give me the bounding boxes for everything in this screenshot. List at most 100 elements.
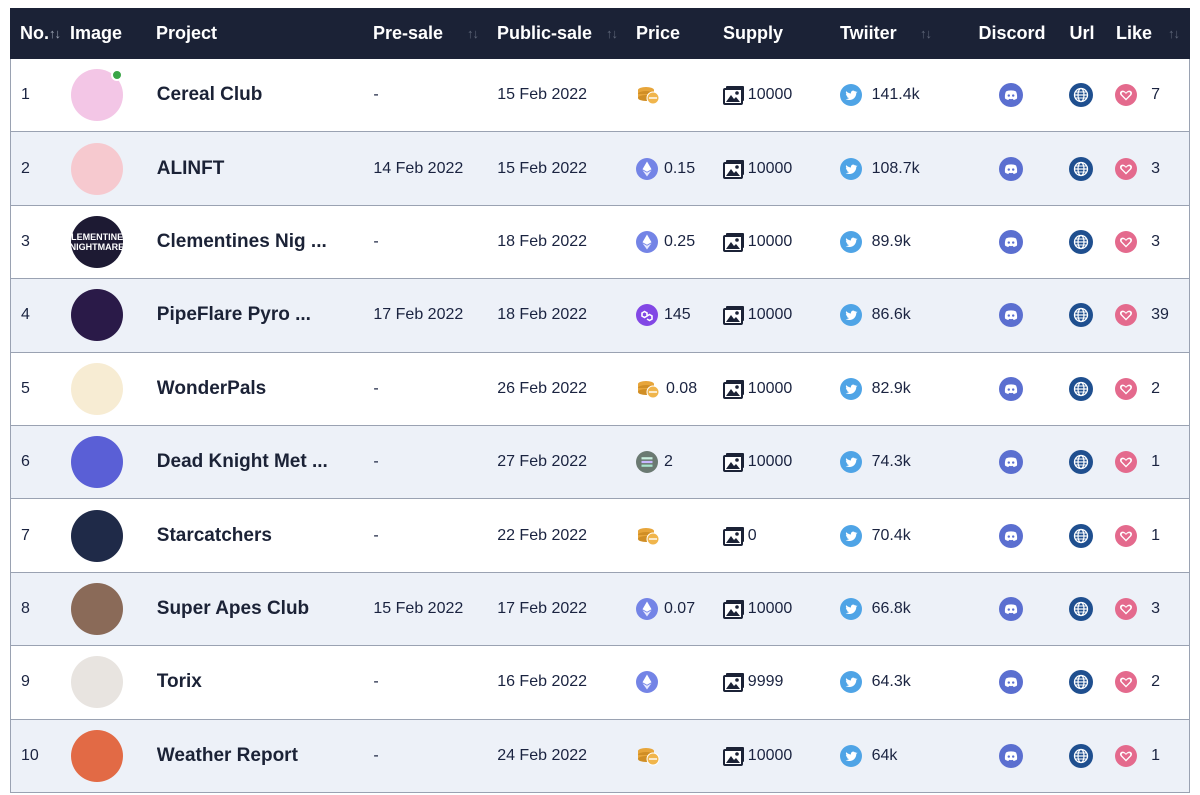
table-row[interactable]: 1 Cereal Club - 15 Feb 2022 10000 141.4k 7: [10, 59, 1190, 133]
twitter-cell[interactable]: 64k: [839, 720, 971, 792]
avatar[interactable]: [70, 656, 123, 709]
supply-value: 10000: [747, 86, 793, 104]
globe-icon[interactable]: [1069, 83, 1094, 108]
image-icon: [722, 452, 745, 473]
image-icon: [722, 746, 745, 766]
avatar[interactable]: [70, 436, 123, 489]
coin-stack-icon: [636, 83, 660, 107]
twitter-followers: 64.3k: [871, 673, 911, 691]
table-row[interactable]: 3 CLEMENTINES NIGHTMARE Clementines Nig ..…: [10, 205, 1190, 280]
table-row[interactable]: 9 Torix - 16 Feb 2022 9999 64.3k 2: [10, 646, 1190, 720]
avatar[interactable]: [70, 69, 123, 122]
heart-icon[interactable]: [1115, 230, 1138, 253]
discord-icon[interactable]: [999, 670, 1024, 695]
sort-arrows-icon[interactable]: ↑↓: [49, 25, 61, 41]
project-name[interactable]: Torix: [156, 671, 202, 693]
globe-icon[interactable]: [1069, 156, 1094, 181]
header-no[interactable]: No. ↑↓: [10, 8, 70, 59]
table-row[interactable]: 10 Weather Report - 24 Feb 2022 10000 64k 1: [10, 719, 1190, 793]
globe-icon[interactable]: [1069, 376, 1094, 401]
twitter-cell[interactable]: 64.3k: [839, 646, 971, 718]
twitter-cell[interactable]: 86.6k: [839, 279, 971, 351]
table-row[interactable]: 6 Dead Knight Met ... - 27 Feb 2022 2 10000 74…: [10, 425, 1190, 500]
discord-icon[interactable]: [999, 303, 1024, 328]
table-row[interactable]: 4 PipeFlare Pyro ... 17 Feb 2022 18 Feb 202…: [10, 279, 1190, 353]
heart-icon[interactable]: [1115, 451, 1138, 474]
twitter-icon[interactable]: [839, 597, 862, 620]
avatar[interactable]: CLEMENTINES NIGHTMARE: [65, 215, 129, 268]
twitter-icon[interactable]: [839, 744, 862, 767]
image-icon: [722, 85, 745, 106]
sort-arrows-icon[interactable]: ↑↓: [1168, 25, 1180, 41]
project-name[interactable]: Starcatchers: [156, 524, 272, 546]
supply-cell: 10000: [722, 573, 840, 645]
header-twitter[interactable]: Twiiter ↑↓: [840, 8, 971, 59]
project-name[interactable]: Dead Knight Met ...: [156, 451, 328, 473]
avatar[interactable]: [70, 729, 123, 782]
heart-icon[interactable]: [1115, 157, 1138, 180]
twitter-icon[interactable]: [839, 304, 862, 327]
avatar[interactable]: [70, 289, 123, 342]
avatar[interactable]: [70, 509, 123, 562]
table-row[interactable]: 2 ALINFT 14 Feb 2022 15 Feb 2022 0.15 10000 10…: [10, 132, 1190, 206]
twitter-icon[interactable]: [839, 230, 862, 253]
globe-icon[interactable]: [1069, 743, 1094, 768]
twitter-cell[interactable]: 74.3k: [839, 426, 971, 498]
project-name[interactable]: Super Apes Club: [156, 597, 310, 619]
discord-icon[interactable]: [999, 156, 1024, 181]
avatar[interactable]: [70, 582, 123, 635]
sort-arrows-icon[interactable]: ↑↓: [920, 25, 932, 41]
table-row[interactable]: 7 Starcatchers - 22 Feb 2022 0 70.4k 1: [10, 499, 1190, 573]
project-name[interactable]: ALINFT: [156, 157, 225, 179]
header-like[interactable]: Like ↑↓: [1111, 8, 1190, 59]
twitter-cell[interactable]: 66.8k: [839, 573, 971, 645]
project-name[interactable]: WonderPals: [156, 377, 267, 399]
discord-icon[interactable]: [999, 376, 1024, 401]
twitter-cell[interactable]: 108.7k: [839, 132, 971, 204]
discord-icon[interactable]: [999, 523, 1024, 548]
twitter-icon[interactable]: [839, 84, 862, 107]
discord-icon[interactable]: [999, 450, 1024, 475]
globe-icon[interactable]: [1069, 670, 1094, 695]
avatar[interactable]: [70, 142, 123, 195]
twitter-icon[interactable]: [839, 451, 862, 474]
globe-icon[interactable]: [1069, 303, 1094, 328]
avatar[interactable]: [70, 362, 123, 415]
twitter-cell[interactable]: 141.4k: [839, 59, 971, 131]
globe-icon[interactable]: [1069, 450, 1094, 475]
discord-icon[interactable]: [999, 83, 1024, 108]
sort-arrows-icon[interactable]: ↑↓: [606, 25, 618, 41]
twitter-cell[interactable]: 70.4k: [839, 499, 971, 571]
table-row[interactable]: 5 WonderPals - 26 Feb 2022 0.08 10000 82.9k 2: [10, 352, 1190, 426]
project-name[interactable]: PipeFlare Pyro ...: [156, 304, 311, 326]
heart-icon[interactable]: [1115, 84, 1138, 107]
header-publicsale[interactable]: Public-sale ↑↓: [497, 8, 636, 59]
heart-icon[interactable]: [1115, 377, 1138, 400]
twitter-icon[interactable]: [839, 671, 862, 694]
table-row[interactable]: 8 Super Apes Club 15 Feb 2022 17 Feb 2022 0.…: [10, 572, 1190, 647]
twitter-icon[interactable]: [839, 157, 862, 180]
discord-icon[interactable]: [999, 229, 1024, 254]
discord-icon[interactable]: [999, 596, 1024, 621]
heart-icon[interactable]: [1115, 744, 1138, 767]
globe-icon[interactable]: [1069, 229, 1094, 254]
discord-icon[interactable]: [999, 743, 1024, 768]
header-presale[interactable]: Pre-sale ↑↓: [373, 8, 497, 59]
image-cell: [70, 279, 157, 351]
heart-icon[interactable]: [1115, 524, 1138, 547]
twitter-cell[interactable]: 89.9k: [839, 206, 971, 278]
globe-icon[interactable]: [1069, 596, 1094, 621]
heart-icon[interactable]: [1115, 671, 1138, 694]
project-name[interactable]: Weather Report: [156, 744, 298, 766]
globe-icon[interactable]: [1069, 523, 1094, 548]
supply-cell: 10000: [722, 426, 840, 498]
image-cell: [70, 426, 157, 498]
project-name[interactable]: Cereal Club: [156, 84, 263, 106]
twitter-cell[interactable]: 82.9k: [839, 353, 971, 425]
twitter-icon[interactable]: [839, 377, 862, 400]
heart-icon[interactable]: [1115, 304, 1138, 327]
heart-icon[interactable]: [1115, 597, 1138, 620]
twitter-icon[interactable]: [839, 524, 862, 547]
sort-arrows-icon[interactable]: ↑↓: [467, 25, 479, 41]
project-name[interactable]: Clementines Nig ...: [156, 230, 327, 252]
